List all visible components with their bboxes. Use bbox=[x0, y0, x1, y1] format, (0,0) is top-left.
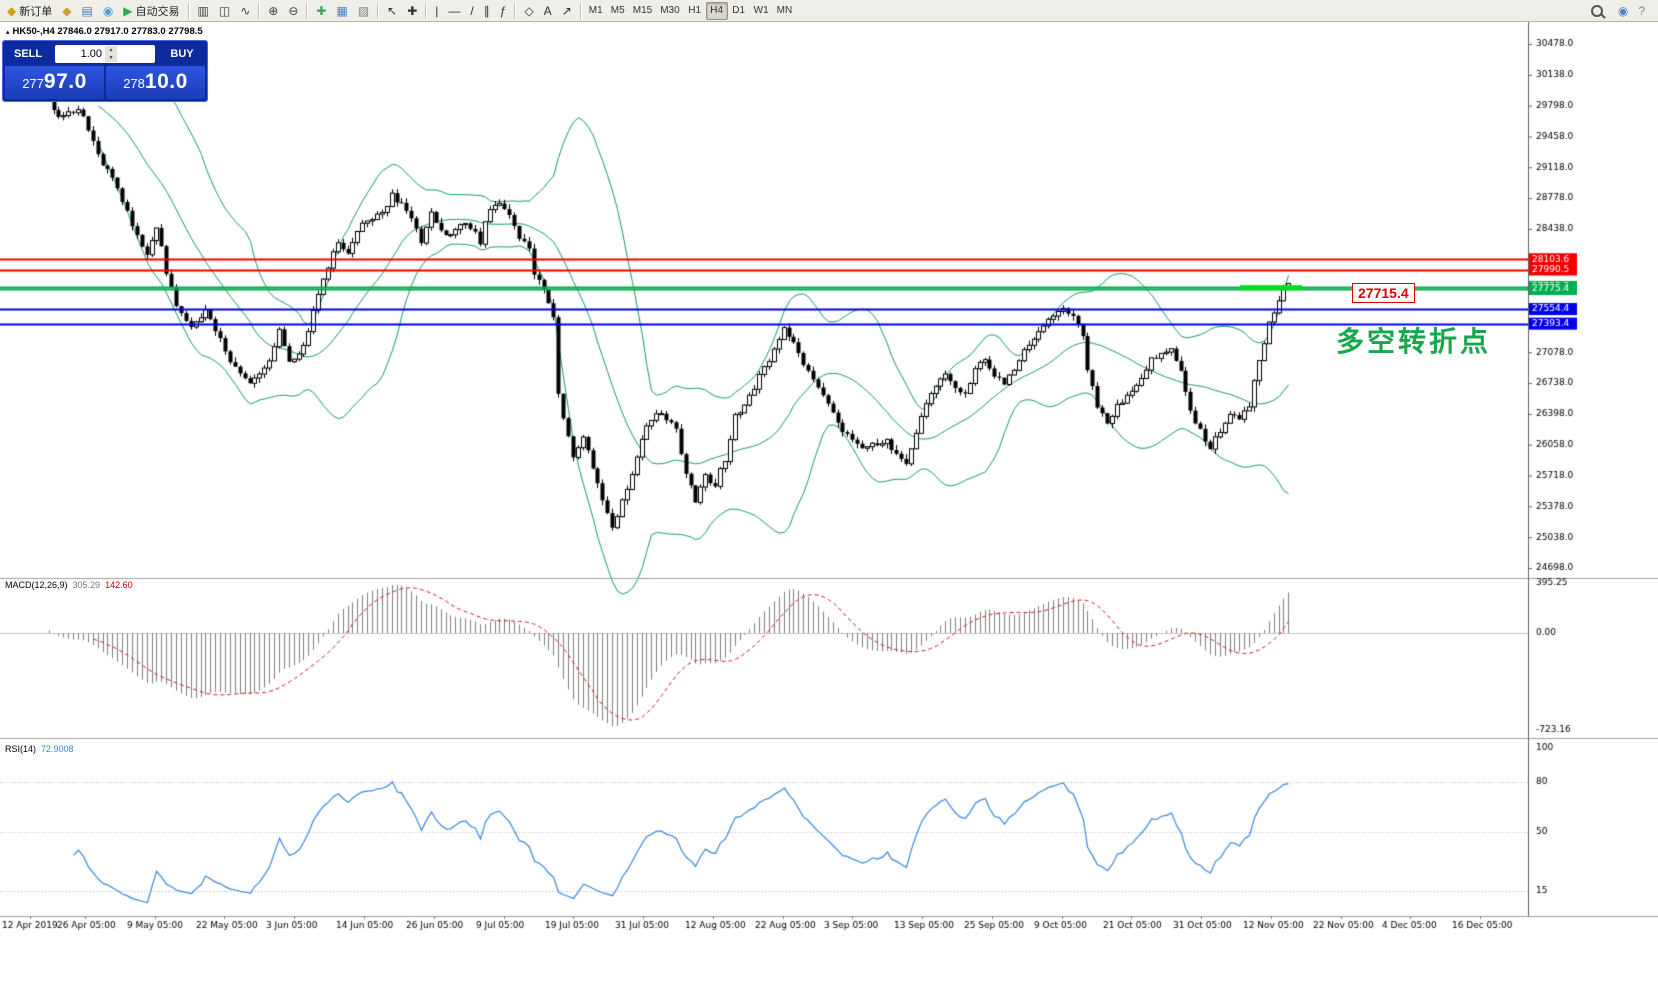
one-click-trading-panel: SELL 1.00 ▲ ▼ BUY 27797.0 27810.0 bbox=[2, 40, 208, 102]
navigator-icon: ◉ bbox=[102, 3, 114, 18]
fibonacci-icon: ƒ bbox=[499, 3, 507, 18]
volume-down-button[interactable]: ▼ bbox=[105, 54, 117, 62]
volume-value[interactable]: 1.00 bbox=[80, 48, 102, 60]
volume-up-button[interactable]: ▲ bbox=[105, 46, 117, 54]
timeframe-button-h1[interactable]: H1 bbox=[684, 2, 706, 20]
crosshair-icon: ✚ bbox=[407, 3, 418, 18]
crosshair-icon[interactable]: ✚ bbox=[403, 1, 421, 20]
toolbar-separator bbox=[187, 2, 190, 19]
buy-price-button[interactable]: 27810.0 bbox=[106, 66, 205, 99]
toolbar-separator bbox=[579, 2, 582, 19]
search-icon[interactable] bbox=[1584, 1, 1612, 20]
toolbar-separator bbox=[514, 2, 517, 19]
auto-trading-button-label: 自动交易 bbox=[135, 5, 180, 18]
help-icon[interactable]: ? bbox=[1634, 1, 1649, 20]
timeframe-button-w1[interactable]: W1 bbox=[750, 2, 773, 20]
help-icon: ? bbox=[1638, 3, 1645, 18]
toolbar-separator bbox=[258, 2, 261, 19]
text-icon: A bbox=[543, 3, 552, 18]
tile-windows-icon[interactable]: ▦ bbox=[332, 1, 351, 20]
timeframe-button-d1[interactable]: D1 bbox=[728, 2, 750, 20]
volume-field[interactable]: 1.00 ▲ ▼ bbox=[55, 45, 155, 63]
navigator-icon[interactable]: ◉ bbox=[99, 1, 117, 20]
cursor-icon[interactable]: ↖ bbox=[383, 1, 401, 20]
auto-trading-button: ▶ bbox=[123, 3, 133, 18]
sell-button[interactable]: SELL bbox=[5, 43, 51, 65]
search-icon bbox=[1590, 4, 1603, 17]
line-chart-icon[interactable]: ∿ bbox=[236, 1, 254, 20]
candlestick-chart-icon: ◫ bbox=[218, 3, 231, 18]
shapes-icon: ◇ bbox=[524, 3, 534, 18]
market-watch-icon: ◆ bbox=[62, 3, 72, 18]
vertical-line-icon: | bbox=[435, 3, 439, 18]
community-icon[interactable]: ◉ bbox=[1614, 1, 1632, 20]
symbol-ohlc-readout: ▴ HK50-,H4 27846.0 27917.0 27783.0 27798.… bbox=[6, 26, 203, 37]
toolbar-separator bbox=[377, 2, 380, 19]
community-icon: ◉ bbox=[1617, 3, 1629, 18]
buy-button[interactable]: BUY bbox=[159, 43, 205, 65]
timeframe-button-m1[interactable]: M1 bbox=[585, 2, 607, 20]
arrow-tools-icon[interactable]: ↗ bbox=[558, 1, 576, 20]
rsi-indicator-label: RSI(14) 72.9008 bbox=[5, 744, 74, 754]
channel-icon: ∥ bbox=[483, 3, 490, 18]
price-level-flag[interactable]: 27715.4 bbox=[1352, 283, 1415, 303]
new-order-button: ◆ bbox=[7, 3, 17, 18]
symbol-marker-icon: ▴ bbox=[6, 29, 10, 36]
indicators-icon: ✚ bbox=[316, 3, 327, 18]
toolbar-right-group: ◉? bbox=[1583, 1, 1650, 20]
zoom-in-icon: ⊕ bbox=[268, 3, 279, 18]
timeframe-button-m5[interactable]: M5 bbox=[607, 2, 629, 20]
horizontal-line-icon[interactable]: — bbox=[444, 1, 464, 20]
toolbar-separator bbox=[306, 2, 309, 19]
arrow-tools-icon: ↗ bbox=[561, 3, 572, 18]
horizontal-line-icon: — bbox=[448, 3, 461, 18]
zoom-in-icon[interactable]: ⊕ bbox=[264, 1, 282, 20]
data-window-icon: ▤ bbox=[81, 3, 93, 18]
trendline-icon: / bbox=[470, 3, 474, 18]
sell-price-button[interactable]: 27797.0 bbox=[5, 66, 104, 99]
channel-icon[interactable]: ∥ bbox=[480, 1, 494, 20]
cursor-icon: ↖ bbox=[387, 3, 398, 18]
zoom-out-icon[interactable]: ⊖ bbox=[284, 1, 302, 20]
price-chart-canvas[interactable] bbox=[0, 22, 1658, 989]
templates-icon: ▨ bbox=[357, 3, 370, 18]
timeframe-button-m30[interactable]: M30 bbox=[656, 2, 683, 20]
trendline-icon[interactable]: / bbox=[466, 1, 477, 20]
templates-icon[interactable]: ▨ bbox=[354, 1, 373, 20]
macd-indicator-label: MACD(12,26,9) 305.29 142.60 bbox=[5, 580, 133, 590]
shapes-icon[interactable]: ◇ bbox=[520, 1, 537, 20]
auto-trading-button[interactable]: ▶ 自动交易 bbox=[119, 1, 183, 20]
market-watch-icon[interactable]: ◆ bbox=[58, 1, 75, 20]
candlestick-chart-icon[interactable]: ◫ bbox=[215, 1, 234, 20]
new-order-button-label: 新订单 bbox=[19, 5, 53, 18]
text-icon[interactable]: A bbox=[540, 1, 556, 20]
new-order-button[interactable]: ◆ 新订单 bbox=[3, 1, 56, 20]
zoom-out-icon: ⊖ bbox=[288, 3, 299, 18]
indicators-icon[interactable]: ✚ bbox=[312, 1, 330, 20]
bar-chart-icon[interactable]: ▥ bbox=[194, 1, 213, 20]
turning-point-annotation: 多空转折点 bbox=[1336, 327, 1492, 358]
timeframe-button-h4[interactable]: H4 bbox=[705, 1, 728, 20]
vertical-line-icon[interactable]: | bbox=[431, 1, 442, 20]
symbol-ohlc-text: HK50-,H4 27846.0 27917.0 27783.0 27798.5 bbox=[12, 26, 203, 37]
tile-windows-icon: ▦ bbox=[336, 3, 348, 18]
toolbar-separator bbox=[425, 2, 428, 19]
bar-chart-icon: ▥ bbox=[197, 3, 209, 18]
data-window-icon[interactable]: ▤ bbox=[77, 1, 96, 20]
main-toolbar: ◆ 新订单 ◆ ▤ ◉ ▶ 自动交易 ▥ ◫ ∿ ⊕ ⊖ ✚ ▦ ▨ ↖ ✚ | — / ∥ ƒ ◇ A ↗ M1 M5 M15 M30… bbox=[0, 0, 1658, 22]
timeframe-button-m15[interactable]: M15 bbox=[629, 2, 656, 20]
timeframe-button-mn[interactable]: MN bbox=[773, 2, 797, 20]
fibonacci-icon[interactable]: ƒ bbox=[496, 1, 511, 20]
line-chart-icon: ∿ bbox=[240, 3, 251, 18]
